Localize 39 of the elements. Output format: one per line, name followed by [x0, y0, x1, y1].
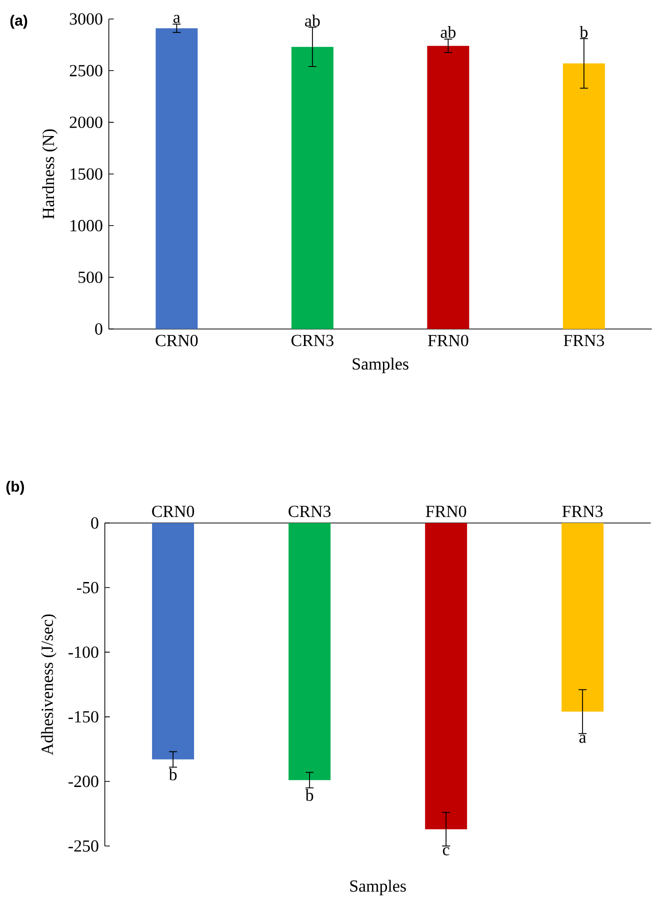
x-axis-title: Samples	[350, 880, 406, 896]
bar	[292, 46, 334, 329]
x-tick-label: CRN0	[156, 334, 198, 346]
x-tick-label: FRN3	[564, 334, 604, 346]
y-axis-title: Hardness (N)	[42, 129, 58, 219]
y-axis-title: Adhesiveness (J/sec)	[41, 614, 57, 756]
annotation: b	[305, 789, 314, 801]
y-tick-label: -250	[68, 840, 98, 852]
x-tick-label: CRN0	[152, 506, 194, 518]
y-tick-label: 2500	[70, 64, 102, 76]
y-tick-label: 500	[78, 272, 102, 284]
y-tick-label: 0	[91, 517, 98, 529]
chart-title: (b)	[6, 480, 24, 495]
chart-title: (a)	[10, 14, 28, 29]
bar	[156, 28, 198, 329]
annotation: c	[443, 847, 450, 856]
annotation: a	[174, 14, 180, 23]
x-tick-label: FRN0	[428, 334, 468, 346]
y-tick-label: 1500	[70, 168, 102, 180]
y-tick-label: -50	[77, 582, 98, 594]
annotation: b	[168, 768, 177, 780]
y-tick-label: -150	[68, 711, 98, 723]
y-tick-label: 3000	[70, 13, 102, 25]
y-tick-label: -200	[68, 776, 98, 788]
bar	[427, 46, 470, 329]
x-tick-label: CRN3	[288, 506, 331, 518]
annotation: b	[580, 26, 588, 38]
annotation: ab	[305, 14, 320, 27]
bar	[563, 63, 606, 329]
x-tick-label: CRN3	[292, 334, 334, 346]
y-tick-label: 1000	[70, 220, 102, 232]
annotation: ab	[440, 26, 456, 38]
y-tick-label: 0	[95, 323, 102, 335]
x-axis-title: Samples	[352, 358, 408, 374]
x-tick-label: FRN3	[562, 506, 603, 518]
x-tick-label: FRN0	[426, 506, 466, 518]
annotation: a	[579, 734, 586, 743]
y-tick-label: 2000	[70, 116, 102, 128]
y-tick-label: -100	[68, 646, 98, 658]
